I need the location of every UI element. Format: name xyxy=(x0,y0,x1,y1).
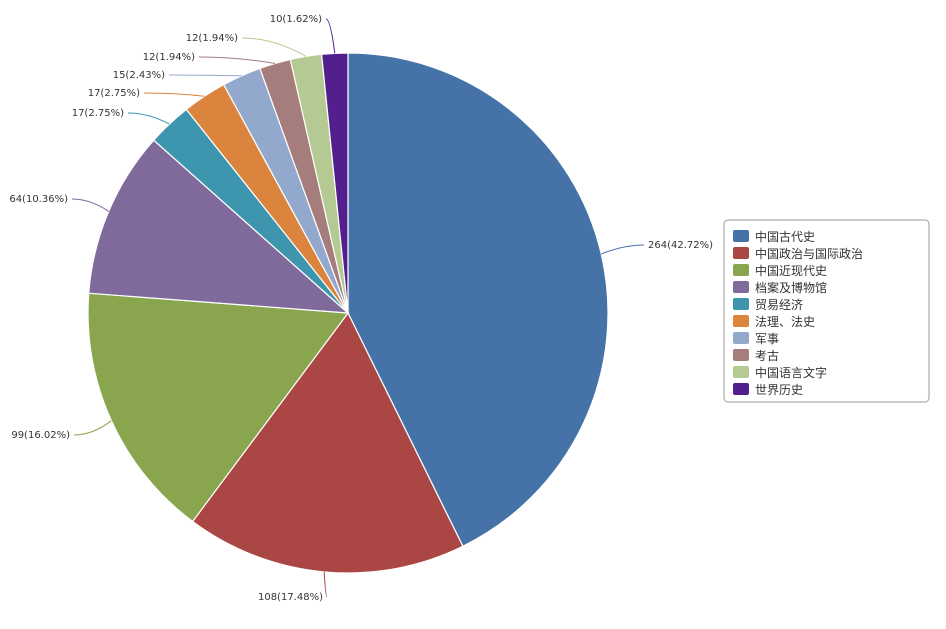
legend-label: 中国近现代史 xyxy=(755,263,827,278)
slice-data-label: 17(2.75%) xyxy=(72,108,124,119)
legend-item[interactable]: 法理、法史 xyxy=(733,315,815,329)
legend-label: 档案及博物馆 xyxy=(755,280,827,295)
leader-line xyxy=(198,56,276,64)
pie-slice[interactable] xyxy=(88,139,350,314)
leader-line xyxy=(325,18,336,54)
legend-label: 中国古代史 xyxy=(755,229,815,244)
legend-label: 军事 xyxy=(755,332,779,346)
pie-slice[interactable] xyxy=(320,52,349,314)
legend-label: 贸易经济 xyxy=(755,297,803,312)
legend-label: 法理、法史 xyxy=(755,315,815,329)
legend-swatch xyxy=(733,264,749,276)
legend-swatch xyxy=(733,349,749,361)
leader-line xyxy=(601,244,645,255)
leader-line xyxy=(127,112,170,125)
legend-swatch xyxy=(733,383,749,395)
legend: 中国古代史中国政治与国际政治中国近现代史档案及博物馆贸易经济法理、法史军事考古中… xyxy=(723,219,930,403)
legend-item[interactable]: 世界历史 xyxy=(733,383,803,397)
legend-swatch xyxy=(733,298,749,310)
legend-label: 中国政治与国际政治 xyxy=(755,246,863,261)
legend-item[interactable]: 考古 xyxy=(733,348,779,363)
legend-swatch xyxy=(733,230,749,242)
legend-item[interactable]: 档案及博物馆 xyxy=(733,280,827,295)
legend-swatch xyxy=(733,315,749,327)
legend-item[interactable]: 中国政治与国际政治 xyxy=(733,246,863,261)
legend-swatch xyxy=(733,332,749,344)
legend-swatch xyxy=(733,366,749,378)
leader-line xyxy=(168,74,242,77)
leader-line xyxy=(241,37,307,57)
slice-data-label: 15(2.43%) xyxy=(113,70,165,81)
slice-data-label: 12(1.94%) xyxy=(186,33,238,44)
legend-item[interactable]: 军事 xyxy=(733,332,779,346)
legend-label: 考古 xyxy=(755,348,779,363)
leader-line xyxy=(73,420,112,436)
pie-slices xyxy=(87,52,609,574)
leader-line xyxy=(71,198,109,212)
slice-data-label: 12(1.94%) xyxy=(143,52,195,63)
legend-box xyxy=(723,219,930,403)
pie-slice[interactable] xyxy=(87,292,350,523)
legend-item[interactable]: 中国古代史 xyxy=(733,229,815,244)
legend-label: 中国语言文字 xyxy=(755,365,827,380)
slice-data-label: 64(10.36%) xyxy=(9,194,68,205)
legend-label: 世界历史 xyxy=(755,383,803,397)
legend-item[interactable]: 中国近现代史 xyxy=(733,263,827,278)
legend-swatch xyxy=(733,281,749,293)
slice-data-label: 108(17.48%) xyxy=(258,592,323,603)
legend-swatch xyxy=(733,247,749,259)
leader-line xyxy=(143,92,205,97)
leader-line xyxy=(323,571,328,598)
slice-data-label: 10(1.62%) xyxy=(270,14,322,25)
pie-data-labels: 264(42.72%) 108(17.48%) 99(16.02%) 64(10.36… xyxy=(9,14,713,603)
slice-data-label: 17(2.75%) xyxy=(88,88,140,99)
legend-item[interactable]: 中国语言文字 xyxy=(733,365,827,380)
legend-item[interactable]: 贸易经济 xyxy=(733,297,803,312)
slice-data-label: 99(16.02%) xyxy=(11,430,70,441)
slice-data-label: 264(42.72%) xyxy=(648,240,713,251)
